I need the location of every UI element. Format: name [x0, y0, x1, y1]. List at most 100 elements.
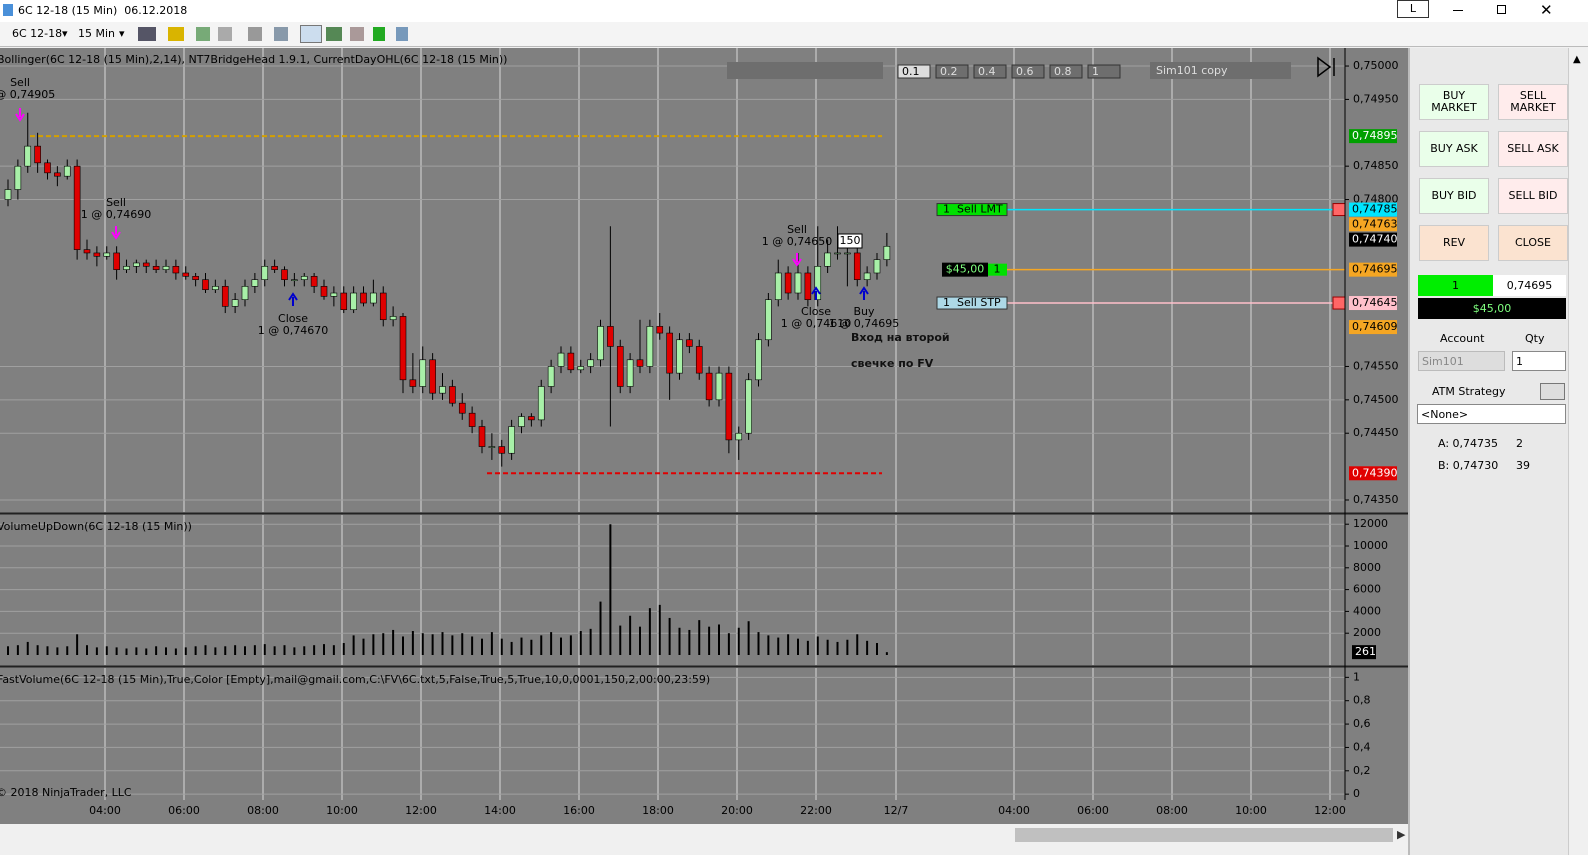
tool-icon[interactable]	[196, 27, 210, 41]
candle-body	[152, 266, 160, 270]
scroll-end-icon	[1317, 56, 1335, 78]
tool-icon[interactable]	[350, 27, 364, 41]
atm-select[interactable]: <None>	[1417, 404, 1566, 424]
dropdown-arrow: ▾	[62, 27, 68, 40]
tool-icon[interactable]	[326, 27, 342, 41]
candle-body	[63, 165, 71, 177]
price-label-text: 0,74785	[1352, 203, 1398, 216]
candle-body	[370, 292, 377, 304]
execution-detail: 1 @ 0,74670	[258, 324, 328, 337]
tool-icon[interactable]	[396, 27, 408, 41]
candle-body	[607, 326, 614, 347]
price-label-text: 0,74390	[1352, 466, 1398, 479]
candle-body	[725, 372, 733, 441]
time-label: 08:00	[247, 804, 279, 817]
qty-input[interactable]: 1	[1512, 351, 1566, 371]
execution-arrow	[111, 226, 121, 240]
candle-body	[883, 245, 891, 260]
candle-body	[834, 252, 841, 255]
candle-body	[271, 266, 278, 270]
candle-body	[528, 416, 535, 421]
candle-body	[853, 252, 861, 280]
zoom-icon[interactable]	[274, 27, 288, 41]
order-button[interactable]: CLOSE	[1498, 225, 1568, 261]
close-button[interactable]: ✕	[1540, 1, 1553, 19]
candle-body	[557, 352, 565, 367]
indicator-label: Bollinger(6C 12-18 (15 Min),2,14), NT7Br…	[0, 53, 507, 66]
atm-button[interactable]	[1540, 383, 1565, 400]
chart-trader-icon[interactable]	[300, 25, 322, 43]
order-button[interactable]: SELL MARKET	[1498, 84, 1568, 120]
zoom-button	[1087, 64, 1121, 79]
ask-price: A: 0,74735	[1438, 437, 1499, 450]
order-button[interactable]: BUY MARKET	[1419, 84, 1489, 120]
maximize-button[interactable]	[1497, 5, 1506, 14]
y-tick-label: 0,74800	[1353, 193, 1399, 206]
instrument-select[interactable]: 6C 12-18	[12, 27, 63, 40]
bar-type-icon[interactable]	[138, 27, 156, 41]
order-qty: 1	[943, 203, 950, 216]
candle-body	[360, 292, 367, 304]
time-label: 06:00	[168, 804, 200, 817]
candle-body	[745, 379, 752, 434]
candle-body	[261, 266, 269, 280]
tool-icon[interactable]	[218, 27, 232, 41]
candle-body	[291, 279, 298, 281]
account-tag: Sim101 copy	[1156, 64, 1228, 77]
candle-body	[24, 145, 32, 167]
time-label: 22:00	[800, 804, 832, 817]
zoom-label: 0.2	[940, 65, 958, 78]
candle-body	[518, 416, 525, 427]
cursor-icon[interactable]	[248, 27, 262, 41]
order-button[interactable]: SELL ASK	[1498, 131, 1568, 167]
execution-action: Close	[801, 305, 831, 318]
zoom-button	[897, 64, 931, 79]
time-label: 20:00	[721, 804, 753, 817]
bid-size: 39	[1516, 459, 1530, 472]
y-tick-label: 0,74850	[1353, 159, 1399, 172]
panel-scrollbar[interactable]: ▲	[1568, 48, 1588, 855]
price-label-text: 0,74645	[1352, 296, 1398, 309]
candle-body	[626, 359, 634, 387]
zoom-button	[935, 64, 969, 79]
minimize-button[interactable]	[1453, 10, 1463, 11]
link-button[interactable]: L	[1397, 0, 1429, 18]
candle-body	[844, 252, 851, 255]
zoom-label: 0.6	[1016, 65, 1034, 78]
order-button[interactable]: BUY ASK	[1419, 131, 1489, 167]
scroll-arrow: ▶	[1397, 828, 1406, 841]
fv-label: 150	[840, 234, 861, 247]
order-button[interactable]: REV	[1419, 225, 1489, 261]
interval-select[interactable]: 15 Min	[78, 27, 116, 40]
candle-body	[676, 339, 683, 374]
account-select[interactable]: Sim101	[1418, 351, 1505, 371]
time-label: 18:00	[642, 804, 674, 817]
candle-body	[616, 346, 624, 387]
execution-action: Close	[278, 312, 308, 325]
execution-detail: 1 @ 0,74690	[81, 208, 151, 221]
order-button[interactable]: BUY BID	[1419, 178, 1489, 214]
candle-body	[765, 299, 772, 341]
candle-body	[172, 266, 180, 274]
qty-tag	[988, 263, 1007, 276]
price-label-text: 0,74895	[1352, 129, 1398, 142]
time-label: 12:00	[405, 804, 437, 817]
candle-body	[350, 292, 357, 311]
candle-body	[804, 272, 812, 300]
candle-body	[202, 279, 209, 290]
draw-icon[interactable]	[168, 27, 184, 41]
execution-arrow	[792, 253, 802, 267]
time-label: 06:00	[1077, 804, 1109, 817]
tool-icon[interactable]	[373, 27, 385, 41]
cancel-order	[1332, 203, 1346, 217]
execution-detail: 1 @ 0,74610	[781, 317, 851, 330]
price-label-text: 0,74609	[1352, 320, 1398, 333]
candle-body	[212, 286, 219, 290]
candle-body	[241, 286, 249, 300]
indicator-label: VolumeUpDown(6C 12-18 (15 Min))	[0, 520, 192, 533]
candle-body	[231, 299, 239, 307]
candle-body	[784, 272, 792, 294]
order-button[interactable]: SELL BID	[1498, 178, 1568, 214]
time-label: 10:00	[1235, 804, 1267, 817]
y-tick-label: 0,74550	[1353, 359, 1399, 372]
